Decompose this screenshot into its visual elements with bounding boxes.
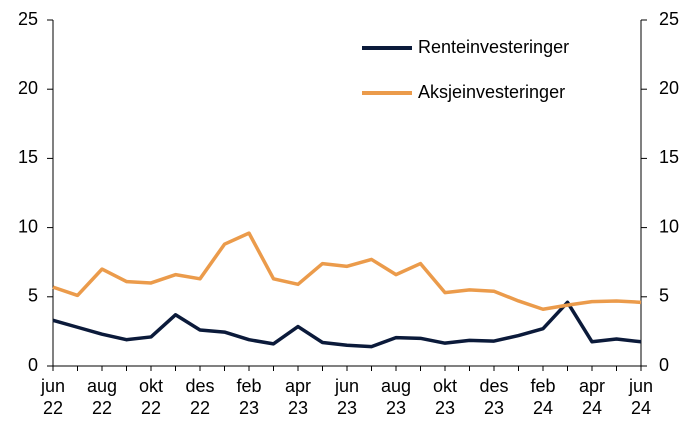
y2-tick-label: 25 [659,9,679,29]
x-tick-label: des 23 [479,376,509,418]
y2-tick-label: 15 [659,147,679,167]
y-tick-label: 15 [18,147,38,167]
y-tick-label: 20 [18,78,38,98]
y-tick-label: 5 [28,286,38,306]
x-tick-label: apr 24 [578,376,605,418]
x-tick-label: okt 23 [432,376,457,418]
x-tick-label: okt 22 [138,376,163,418]
x-tick-label: des 22 [185,376,215,418]
legend-label: Renteinvesteringer [418,37,569,57]
x-tick-label: apr 23 [284,376,311,418]
x-tick-label: aug 23 [380,376,412,418]
x-tick-label: jun 22 [40,376,66,418]
x-tick-label: feb 23 [236,376,262,418]
x-tick-label: feb 24 [530,376,556,418]
y2-tick-label: 20 [659,78,679,98]
y2-tick-label: 0 [659,355,669,375]
x-tick-label: jun 24 [628,376,654,418]
y-tick-label: 25 [18,9,38,29]
series-line [52,300,642,349]
y2-tick-label: 10 [659,216,679,236]
y-tick-label: 0 [28,355,38,375]
x-tick-label: aug 22 [86,376,118,418]
x-tick-label: jun 23 [334,376,360,418]
y-tick-label: 10 [18,216,38,236]
series-line [52,231,642,312]
y2-tick-label: 5 [659,286,669,306]
legend-label: Aksjeinvesteringer [418,82,565,102]
